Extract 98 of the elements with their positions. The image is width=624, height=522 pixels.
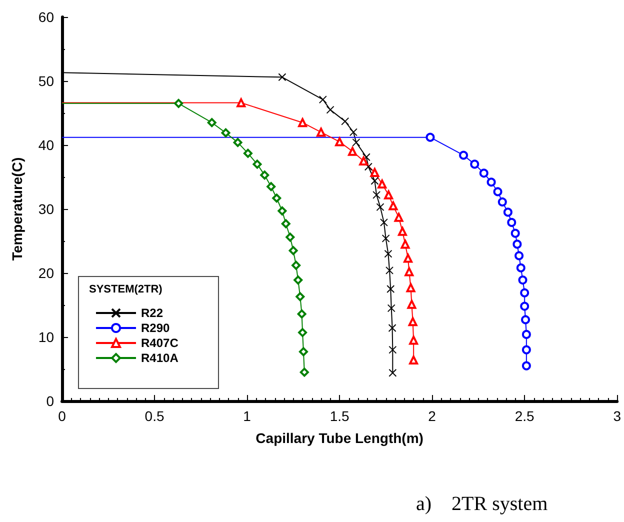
point [470, 160, 480, 169]
point [286, 232, 295, 242]
point [514, 251, 524, 260]
point [380, 218, 388, 226]
y-tick-label: 60 [38, 9, 54, 25]
point [510, 228, 520, 238]
point [521, 315, 530, 324]
point [406, 283, 416, 292]
point [300, 368, 309, 377]
legend-label: R410A [141, 351, 179, 365]
point [372, 190, 381, 199]
point [288, 246, 298, 256]
point [362, 153, 370, 162]
x-tick-label: 3 [613, 408, 622, 424]
point [233, 138, 242, 147]
point [266, 182, 276, 192]
point [388, 368, 397, 377]
point [341, 117, 350, 126]
point [243, 148, 252, 158]
point [400, 240, 410, 249]
y-axis-title: Temperature(C) [9, 157, 25, 261]
x-tick-label: 0.5 [144, 408, 164, 424]
point [516, 263, 526, 272]
point [352, 138, 360, 146]
point [386, 285, 395, 293]
point [292, 260, 301, 270]
legend-label: R407C [141, 336, 179, 350]
point [298, 347, 308, 356]
point [518, 276, 528, 285]
point [512, 240, 522, 249]
point [426, 132, 435, 142]
point [174, 98, 184, 108]
point [386, 266, 394, 274]
point [388, 346, 397, 354]
legend-label: R290 [141, 321, 170, 335]
point [507, 218, 516, 227]
point [296, 292, 305, 302]
x-axis-title: Capillary Tube Length(m) [256, 430, 424, 446]
point [272, 194, 282, 203]
point [316, 128, 326, 137]
point [281, 219, 290, 228]
point [260, 170, 270, 180]
point [398, 226, 407, 236]
y-tick-label: 30 [38, 201, 54, 217]
point [364, 162, 372, 171]
point [394, 212, 404, 222]
point [384, 190, 394, 200]
point [207, 118, 216, 128]
point [382, 234, 390, 242]
point [479, 168, 488, 178]
y-tick-label: 50 [38, 73, 54, 89]
point [294, 276, 303, 285]
y-tick-label: 0 [46, 393, 54, 409]
point [387, 304, 396, 312]
point [409, 336, 418, 345]
point [522, 361, 531, 370]
point [404, 254, 413, 263]
point [236, 98, 246, 108]
point [298, 328, 308, 338]
x-tick-label: 1.5 [330, 408, 350, 424]
point [221, 128, 230, 138]
point [349, 128, 358, 136]
point [318, 96, 327, 104]
point [486, 178, 496, 187]
y-tick-label: 10 [38, 329, 54, 345]
point [522, 345, 531, 354]
point [409, 356, 418, 365]
point [376, 203, 384, 212]
point [335, 137, 344, 146]
point [404, 267, 414, 276]
x-tick-label: 0 [58, 408, 66, 424]
point [388, 324, 396, 332]
point [498, 197, 507, 206]
point [370, 176, 379, 185]
point [252, 160, 262, 169]
point [407, 300, 416, 309]
point [520, 288, 530, 298]
y-tick-label: 40 [38, 137, 54, 153]
point [408, 317, 418, 326]
legend-label: R22 [141, 306, 164, 320]
y-tick-label: 20 [38, 265, 54, 281]
point [459, 150, 468, 160]
point [520, 302, 530, 311]
point [348, 146, 358, 156]
text: a) 2TR system [416, 493, 548, 515]
x-tick-label: 1 [243, 408, 252, 424]
x-tick-label: 2 [428, 408, 436, 424]
point [503, 208, 512, 217]
point [522, 330, 531, 339]
x-tick-label: 2.5 [514, 408, 535, 424]
point [326, 106, 334, 114]
point [388, 201, 398, 210]
point [278, 73, 286, 82]
point [278, 206, 287, 216]
point [384, 250, 392, 258]
point [297, 309, 306, 318]
point [493, 187, 502, 196]
legend-title: SYSTEM(2TR) [89, 284, 163, 296]
